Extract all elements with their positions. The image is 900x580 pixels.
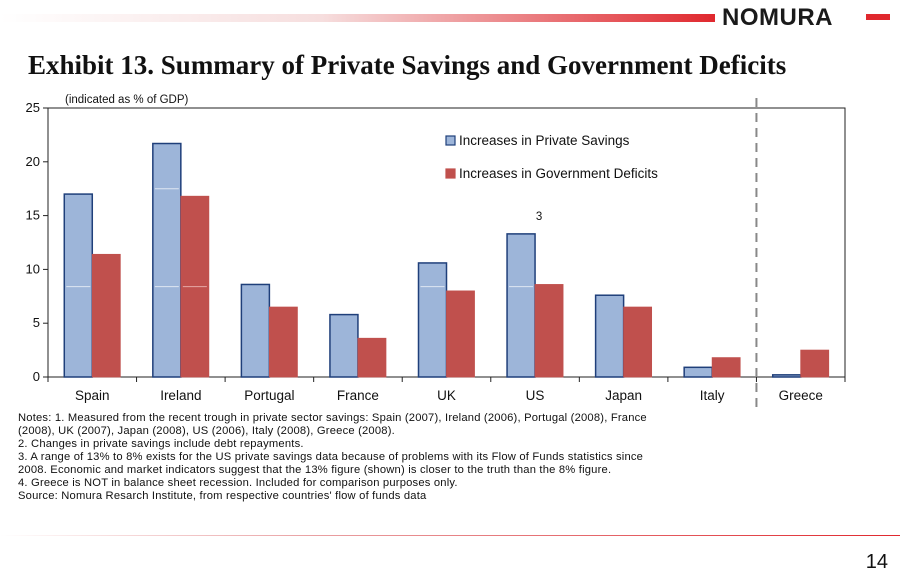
bar-government-deficits-japan <box>623 306 653 378</box>
y-tick-label: 10 <box>26 261 40 276</box>
category-label-portugal: Portugal <box>244 388 294 403</box>
bar-government-deficits-uk <box>446 290 475 378</box>
category-label-ireland: Ireland <box>160 388 201 403</box>
note-line: Notes: 1. Measured from the recent troug… <box>18 412 647 424</box>
category-label-us: US <box>526 388 545 403</box>
note-line: 2008. Economic and market indicators sug… <box>18 464 612 476</box>
bar-private-savings-portugal <box>240 283 271 378</box>
us-annotation-marker: 3 <box>536 211 542 223</box>
y-tick-label: 0 <box>33 369 40 384</box>
y-tick-label: 25 <box>26 100 40 115</box>
note-line: 4. Greece is NOT in balance sheet recess… <box>18 477 458 489</box>
page-number: 14 <box>865 551 888 573</box>
bar-government-deficits-us <box>534 284 564 378</box>
nomura-logo: NOMURA <box>722 4 833 31</box>
note-line: (2008), UK (2007), Japan (2008), US (200… <box>18 425 395 437</box>
bar-private-savings-italy <box>683 366 713 378</box>
bar-government-deficits-greece <box>800 349 830 378</box>
legend-swatch-government-deficits <box>445 168 456 179</box>
notes-block: Notes: 1. Measured from the recent troug… <box>18 412 888 503</box>
bar-private-savings-france <box>329 313 359 378</box>
note-line: Source: Nomura Resarch Institute, from r… <box>18 490 427 502</box>
bar-chart: 0 5 10 15 20 25 (indicated as % of GDP) Spain Ir… <box>26 94 846 409</box>
legend-label-government-deficits: Increases in Government Deficits <box>459 166 658 181</box>
chart-subtitle: (indicated as % of GDP) <box>65 94 189 106</box>
logo-accent-dash <box>866 14 890 20</box>
bar-private-savings-uk <box>417 262 448 378</box>
exhibit-title: Exhibit 13. Summary of Private Savings a… <box>28 50 787 80</box>
bar-government-deficits-italy <box>711 357 741 378</box>
bar-private-savings-spain <box>63 193 94 378</box>
bar-government-deficits-portugal <box>268 306 298 378</box>
category-label-spain: Spain <box>75 388 110 403</box>
category-label-japan: Japan <box>605 388 642 403</box>
bar-government-deficits-spain <box>91 253 121 378</box>
note-line: 2. Changes in private savings include de… <box>18 438 304 450</box>
legend-label-private-savings: Increases in Private Savings <box>459 133 630 148</box>
footer-divider <box>0 535 900 536</box>
bar-private-savings-ireland <box>152 142 182 378</box>
header-gradient-bar <box>0 14 715 22</box>
bar-private-savings-greece <box>771 374 802 378</box>
bar-government-deficits-france <box>357 337 387 378</box>
note-line: 3. A range of 13% to 8% exists for the U… <box>18 451 644 463</box>
y-tick-label: 15 <box>26 208 40 223</box>
y-tick-label: 20 <box>26 154 40 169</box>
y-tick-label: 5 <box>33 315 40 330</box>
bar-private-savings-us <box>506 233 536 378</box>
category-label-greece: Greece <box>779 388 823 403</box>
category-label-italy: Italy <box>700 388 725 403</box>
legend-swatch-private-savings <box>445 135 456 146</box>
bar-private-savings-japan <box>594 294 625 378</box>
category-label-uk: UK <box>437 388 456 403</box>
category-label-france: France <box>337 388 379 403</box>
